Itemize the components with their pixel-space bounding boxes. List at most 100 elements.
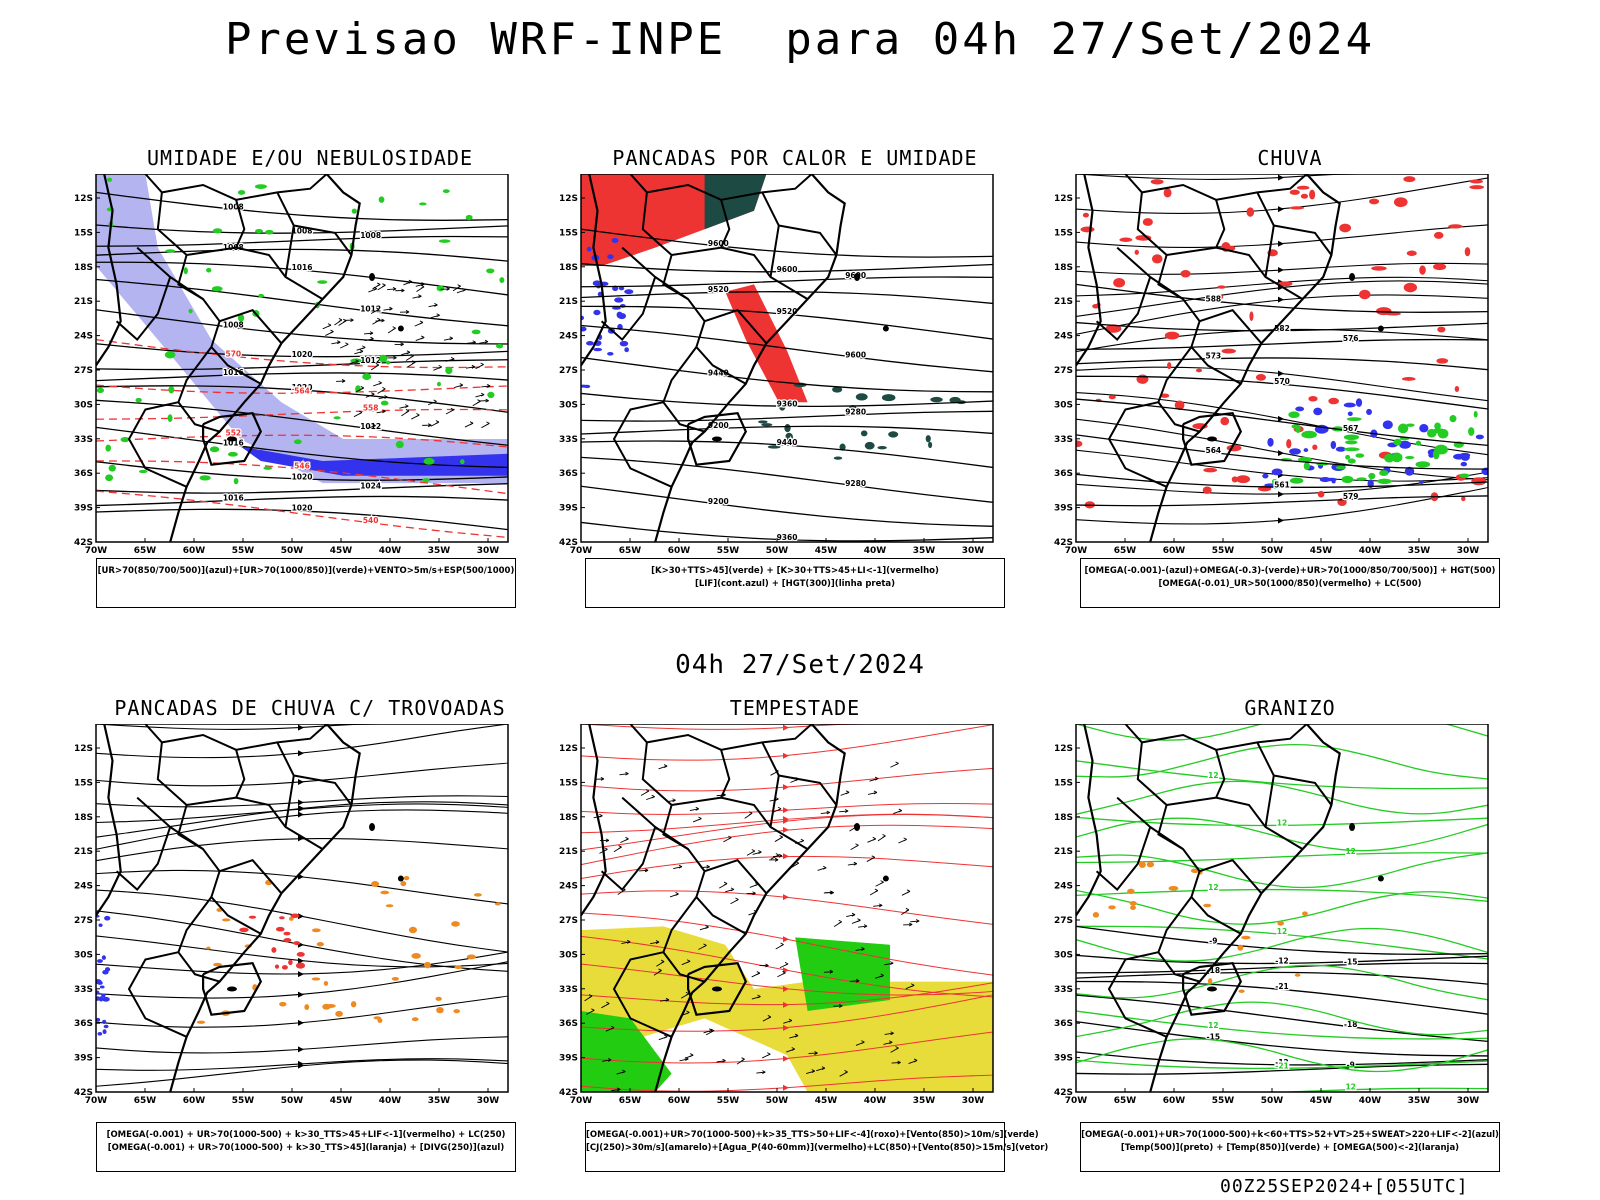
streamline-arrow — [1278, 415, 1284, 422]
lon-tick-label: 35W — [913, 546, 936, 556]
legend-line: [Temp(500)](preto) + [Temp(850)](verde) … — [1120, 1143, 1460, 1153]
low-humidity-cell — [436, 381, 441, 387]
lat-tick-label: 36S — [1054, 469, 1073, 479]
state-border — [210, 320, 262, 385]
isobar-label: 1008 — [223, 202, 244, 211]
lat-tick-label: 12S — [1054, 194, 1073, 204]
lat-tick-label: 12S — [559, 194, 578, 204]
lon-tick-label: 55W — [1212, 546, 1235, 556]
rain-cell — [1076, 440, 1083, 448]
rain-cell — [1163, 188, 1172, 198]
legend-line: [OMEGA(-0.001)+UR>70(1000-500)+k<60+TTS>… — [1081, 1130, 1499, 1140]
map-geography — [581, 174, 889, 542]
state-border — [1215, 199, 1226, 249]
lon-tick-label: 70W — [570, 1096, 593, 1106]
omega-cell — [1419, 480, 1424, 484]
reservoir — [397, 325, 404, 332]
contour-line — [96, 384, 508, 394]
wind-vector-head — [355, 359, 359, 364]
height-label: 9440 — [708, 369, 729, 378]
instability-cell — [785, 432, 794, 443]
map-granizo: 12 12 12 12 12 -9 -12 -15 -18 -21 -18 -15 -12 -9 12 -21… — [1054, 724, 1489, 1106]
wind-vector-850-head — [622, 1069, 626, 1074]
state-border — [629, 174, 813, 201]
wind-vector-850-head — [706, 864, 710, 869]
lon-tick-label: 45W — [1310, 546, 1333, 556]
map-layers: 12 12 12 12 12 -9 -12 -15 -18 -21 -18 -15 -12 -9 12 -21… — [1076, 724, 1488, 1092]
strong-omega-cell — [1379, 470, 1389, 476]
streamline — [96, 801, 508, 838]
omega500-cell — [1138, 861, 1146, 868]
strong-omega-cell — [1434, 422, 1441, 430]
height-label: 9600 — [708, 239, 729, 248]
legend-line: [OMEGA(-0.001)+UR>70(1000-500)+k>35_TTS>… — [586, 1130, 1039, 1140]
low-humidity-cell — [419, 202, 427, 206]
reservoir — [854, 823, 861, 832]
lifted-index-contour — [581, 326, 587, 332]
wind-vector-850-head — [839, 1004, 843, 1008]
wind-vector-850-head — [660, 959, 665, 964]
legend-line: [OMEGA(-0.01)_UR>50(1000/850)(vermelho) … — [1158, 579, 1422, 589]
strong-omega-cell — [1343, 434, 1360, 441]
strong-omega-cell — [1415, 440, 1422, 446]
streamline-arrow — [298, 805, 304, 812]
wind-vector-850 — [850, 980, 860, 982]
wind-vector-850-head — [758, 850, 762, 854]
state-border — [1256, 191, 1275, 278]
wind-vector-head — [359, 349, 364, 354]
temp500-label: -15 — [1207, 1033, 1221, 1042]
rain-cell — [1217, 285, 1226, 289]
low-humidity-cell — [465, 214, 473, 221]
wind-vector-850-head — [861, 1040, 865, 1045]
wind-vector-head — [420, 284, 425, 289]
wind-vector-850-head — [844, 1070, 848, 1074]
wind-vector-850-head — [599, 813, 603, 818]
wind-vector-850-head — [794, 1033, 799, 1038]
lat-tick-label: 21S — [559, 297, 578, 307]
lat-tick-label: 27S — [74, 916, 93, 926]
reservoir — [369, 273, 376, 282]
lat-tick-label: 33S — [74, 985, 93, 995]
panel-pancadas-trovoadas: PANCADAS DE CHUVA C/ TROVOADAS 12S 15S 18S… — [60, 696, 560, 1172]
wind-vector-head — [449, 336, 453, 341]
map-frame — [95, 724, 509, 1093]
lon-tick-label: 45W — [330, 546, 353, 556]
lat-tick-label: 21S — [1054, 847, 1073, 857]
omega-cell — [1460, 461, 1468, 467]
low-humidity-cell — [254, 184, 267, 189]
wind-vector-850 — [619, 773, 629, 776]
lon-tick-label: 60W — [668, 546, 691, 556]
low-humidity-cell — [105, 474, 114, 482]
strong-omega-cell — [1297, 456, 1313, 463]
thunderstorm-cell — [304, 1004, 310, 1011]
wind-vector-head — [330, 329, 334, 334]
wind-vector-head — [471, 364, 476, 369]
streamline-arrow — [1278, 174, 1284, 181]
lat-tick-label: 27S — [559, 916, 578, 926]
uruguay-border — [202, 962, 263, 1016]
contour-line — [581, 440, 993, 469]
wind-vector-head — [438, 364, 442, 369]
state-border — [115, 796, 172, 892]
thunderstorm-cell — [288, 916, 294, 921]
omega-cell — [1366, 408, 1372, 416]
rain-cell — [1236, 475, 1251, 484]
lat-tick-label: 27S — [1054, 916, 1073, 926]
strong-omega-cell — [1449, 415, 1457, 423]
wind-vector-850-head — [767, 1052, 771, 1057]
lat-tick-label: 36S — [559, 469, 578, 479]
legend-line: [UR>70(850/700/500)](azul)+[UR>70(1000/8… — [97, 566, 515, 576]
wind-vector-850 — [820, 812, 830, 815]
lake — [1206, 986, 1217, 992]
lat-tick-label: 33S — [74, 435, 93, 445]
legend-line: [LIF](cont.azul) + [HGT(300)](linha pret… — [694, 579, 896, 589]
wind-vector-850-head — [606, 1001, 610, 1006]
temp500-label: -21 — [1275, 982, 1289, 991]
wind-vector-head — [392, 326, 396, 331]
lon-tick-label: 30W — [1457, 1096, 1480, 1106]
geopotential-label: 567 — [1343, 424, 1359, 433]
contour-line — [1076, 338, 1488, 350]
low-humidity-cell — [486, 268, 495, 274]
instability-cell — [833, 456, 843, 460]
omega-cell — [1459, 452, 1471, 458]
